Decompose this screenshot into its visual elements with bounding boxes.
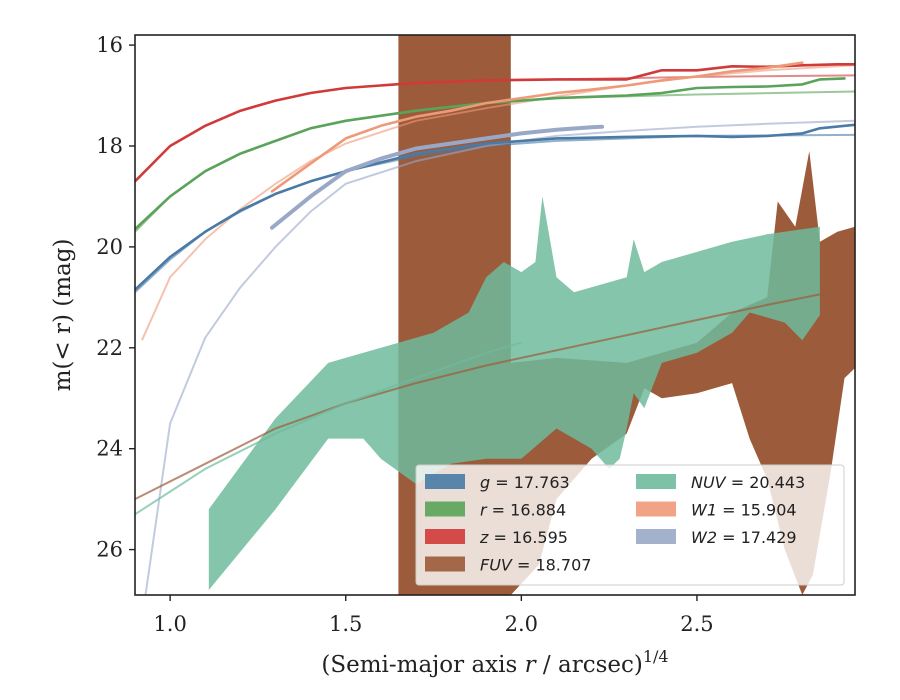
x-tick-label: 2.5 (680, 612, 713, 636)
r-data-line (135, 77, 846, 231)
fuv-model-line (135, 286, 855, 500)
x-tick-label: 2.0 (505, 612, 538, 636)
plot-frame (134, 34, 856, 596)
w1-data-line (270, 61, 804, 193)
y-axis-title: m(< r) (mag) (50, 239, 76, 392)
x-tick-label: 1.5 (329, 612, 362, 636)
fuv-legend-swatch (425, 556, 465, 572)
nuv-legend-swatch (636, 474, 676, 489)
w2-legend-swatch (636, 529, 676, 544)
g-legend-swatch (425, 474, 465, 489)
y-axis: 16 18 20 22 24 26 (96, 33, 135, 562)
nuv-legend-label: NUV = 20.443 (691, 473, 805, 492)
y-tick-label: 20 (96, 235, 123, 259)
w1-legend-swatch (636, 501, 676, 517)
y-tick-label: 26 (96, 538, 123, 562)
y-tick-label: 24 (96, 437, 123, 461)
g-data-line (135, 123, 855, 292)
w1-legend-label: W1 = 15.904 (691, 501, 797, 520)
x-axis-title: (Semi-major axis r / arcsec)1/4 (321, 647, 668, 678)
data-curves-layer (135, 61, 855, 292)
w2-data-line (270, 124, 605, 230)
legend: g = 17.763 r = 16.884 z = 16.595 FUV = 18.7… (415, 464, 845, 586)
z-legend-swatch (425, 529, 465, 544)
g-legend-label: g = 17.763 (480, 473, 570, 492)
r-legend-swatch (425, 501, 465, 517)
fuv-legend-label: FUV = 18.707 (480, 556, 591, 575)
legend-box (415, 464, 845, 586)
r-legend-label: r = 16.884 (480, 501, 566, 520)
y-tick-label: 16 (96, 33, 123, 57)
x-tick-label: 1.0 (153, 612, 186, 636)
w2-legend-label: W2 = 17.429 (691, 528, 797, 547)
z-legend-label: z = 16.595 (479, 528, 568, 547)
nuv-model-line (135, 341, 522, 516)
x-axis: 1.0 1.5 2.0 2.5 (153, 595, 714, 636)
nuv-band (208, 196, 820, 590)
w2-model-line (144, 119, 855, 595)
y-tick-label: 22 (96, 336, 123, 360)
y-tick-label: 18 (96, 134, 123, 158)
band-layer (208, 35, 855, 595)
